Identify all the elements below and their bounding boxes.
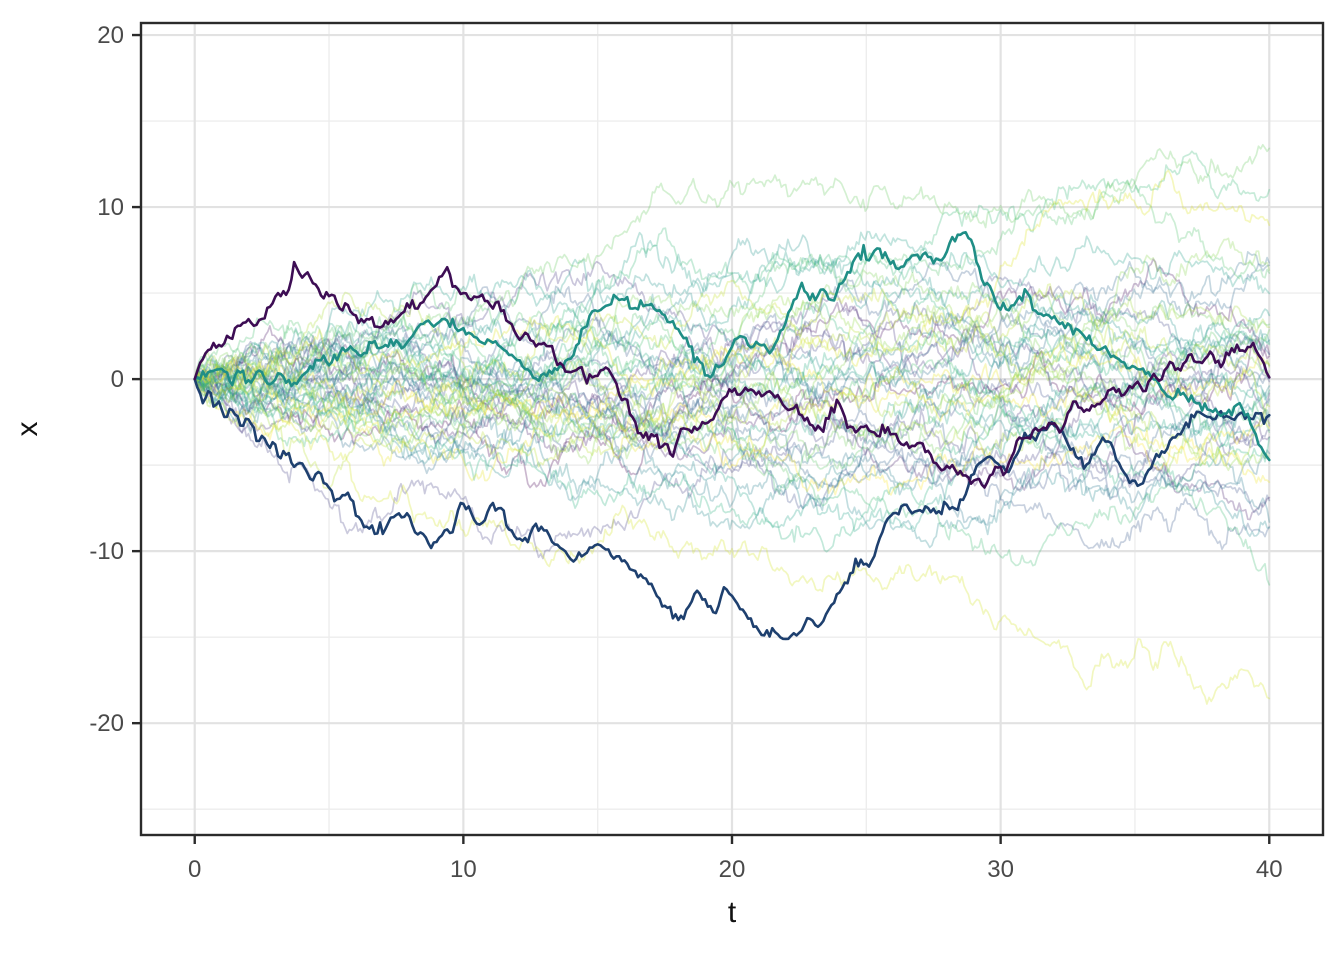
x-tick-label: 30: [987, 856, 1014, 883]
background-walk-line: [193, 260, 1271, 460]
background-walk-line: [193, 293, 1271, 423]
gridlines: [141, 23, 1323, 835]
background-walk-line: [193, 318, 1271, 484]
walk-navy: [193, 377, 1271, 641]
background-walk-line: [193, 251, 1271, 475]
background-walk-line: [193, 319, 1271, 422]
x-tick-label: 10: [450, 856, 477, 883]
background-walk-line: [193, 294, 1271, 412]
y-tick-label: 20: [97, 22, 124, 49]
background-walk-line: [193, 342, 1271, 521]
background-walk-line: [193, 336, 1271, 531]
background-walk-line: [193, 341, 1271, 482]
y-tick-label: 10: [97, 194, 124, 221]
background-walk-line: [193, 178, 1271, 382]
background-walk-line: [193, 318, 1271, 533]
background-walk-line: [193, 143, 1271, 391]
background-walk-line: [193, 251, 1271, 427]
background-walk-line: [193, 258, 1271, 441]
background-walk-line: [193, 295, 1271, 473]
background-walk-line: [193, 150, 1271, 448]
background-walk-line: [193, 342, 1271, 484]
background-walk-line: [193, 360, 1271, 705]
x-tick-label: 0: [188, 856, 201, 883]
background-walk-line: [193, 279, 1271, 419]
background-walk-line: [193, 378, 1271, 560]
y-tick-label: 0: [111, 366, 124, 393]
background-walk-line: [193, 340, 1271, 586]
x-tick-label: 40: [1256, 856, 1283, 883]
background-walk-line: [193, 316, 1271, 551]
y-tick-label: -10: [89, 538, 124, 565]
background-walk-line: [193, 260, 1271, 420]
background-walk-line: [193, 339, 1271, 526]
y-axis-title: x: [11, 421, 44, 437]
background-walk-line: [193, 291, 1271, 465]
background-walk-line: [193, 374, 1271, 549]
background-walk-line: [193, 308, 1271, 455]
walk-teal: [193, 231, 1271, 462]
axes: -20 -10 0 10 20 0 10 20 30 40: [89, 22, 1282, 883]
background-walk-line: [193, 378, 1271, 496]
background-walk-line: [193, 237, 1271, 465]
background-walk-line: [193, 275, 1271, 432]
background-walk-line: [193, 370, 1271, 509]
highlighted-series-group: [193, 231, 1271, 641]
background-walk-line: [193, 230, 1271, 423]
background-walk-line: [193, 169, 1271, 400]
background-walk-line: [193, 311, 1271, 523]
background-walk-line: [193, 337, 1271, 489]
x-tick-label: 20: [719, 856, 746, 883]
background-walk-line: [193, 320, 1271, 444]
background-series-group: [193, 143, 1271, 705]
background-walk-line: [193, 329, 1271, 449]
background-walk-line: [193, 302, 1271, 459]
walk-dark-purple: [193, 260, 1271, 489]
background-walk-line: [193, 337, 1271, 489]
x-axis-title: t: [727, 896, 737, 929]
background-walk-line: [193, 336, 1271, 516]
background-walk-line: [193, 353, 1271, 510]
y-tick-label: -20: [89, 710, 124, 737]
